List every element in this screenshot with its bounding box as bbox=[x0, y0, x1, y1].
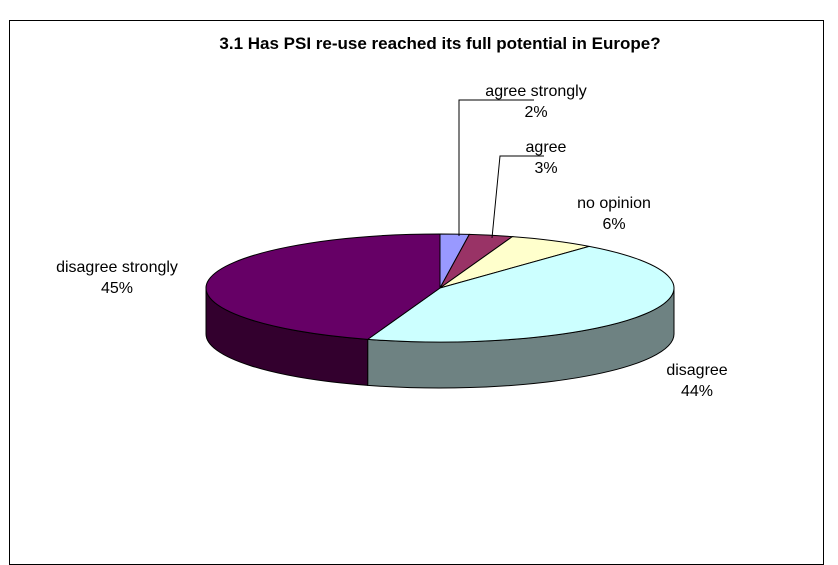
leader-line-agree bbox=[491, 155, 544, 239]
slice-value-agree: 3% bbox=[534, 160, 557, 177]
slice-labels: agree strongly 2% agree 3% no opinion 6% disag… bbox=[56, 83, 728, 400]
leader-line-agree-strongly bbox=[458, 99, 534, 236]
chart-title: 3.1 Has PSI re-use reached its full pote… bbox=[219, 34, 660, 53]
slice-label-disagree-strongly: disagree strongly bbox=[56, 259, 178, 276]
pie-slice-disagree bbox=[366, 245, 675, 343]
leader-lines bbox=[458, 99, 544, 239]
slice-value-agree-strongly: 2% bbox=[524, 104, 547, 121]
slice-label-no-opinion: no opinion bbox=[577, 195, 651, 212]
slice-value-disagree-strongly: 45% bbox=[101, 280, 133, 297]
slice-label-disagree: disagree bbox=[666, 362, 727, 379]
pie-slice-disagree-strongly bbox=[205, 233, 441, 340]
slice-label-agree-strongly: agree strongly bbox=[485, 83, 586, 100]
slice-value-disagree: 44% bbox=[681, 383, 713, 400]
slice-label-agree: agree bbox=[526, 139, 567, 156]
pie-chart: 3.1 Has PSI re-use reached its full pote… bbox=[56, 34, 728, 400]
pie-top bbox=[205, 233, 675, 343]
slice-value-no-opinion: 6% bbox=[602, 216, 625, 233]
